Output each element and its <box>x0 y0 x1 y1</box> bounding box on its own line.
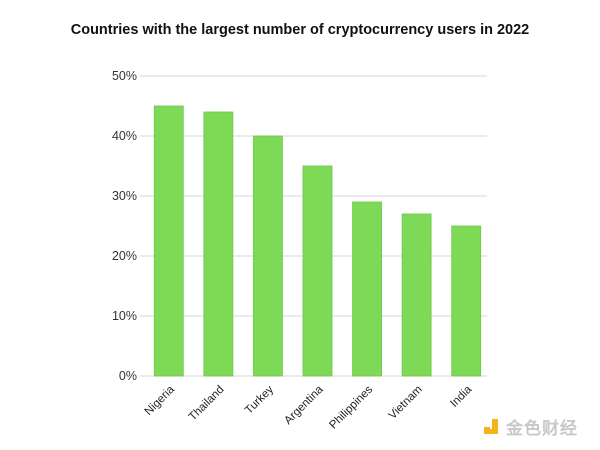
x-tick-label: Philippines <box>327 383 375 431</box>
watermark: 金色财经 <box>484 414 578 439</box>
chart-title: Countries with the largest number of cry… <box>70 22 530 38</box>
bar-vietnam <box>401 213 432 377</box>
y-tick-label: 10% <box>112 309 137 323</box>
bar-thailand <box>203 111 234 377</box>
bar-india <box>451 225 482 377</box>
x-tick-label: Nigeria <box>143 383 178 418</box>
y-tick-label: 40% <box>112 129 137 143</box>
watermark-text: 金色财经 <box>506 419 578 438</box>
bar-philippines <box>352 201 382 377</box>
x-tick-label: Thailand <box>187 384 227 424</box>
bar-nigeria <box>153 105 184 377</box>
bar-turkey <box>253 135 283 377</box>
x-tick-label: India <box>448 383 475 410</box>
y-tick-label: 0% <box>119 369 137 383</box>
x-tick-label: Turkey <box>243 383 276 416</box>
x-tick-label: Argentina <box>282 383 326 427</box>
watermark-logo-icon <box>484 418 500 435</box>
bar-argentina <box>302 165 333 377</box>
y-tick-label: 50% <box>112 69 137 83</box>
y-tick-label: 20% <box>112 249 137 263</box>
x-tick-label: Vietnam <box>387 384 425 422</box>
y-tick-label: 30% <box>112 189 137 203</box>
